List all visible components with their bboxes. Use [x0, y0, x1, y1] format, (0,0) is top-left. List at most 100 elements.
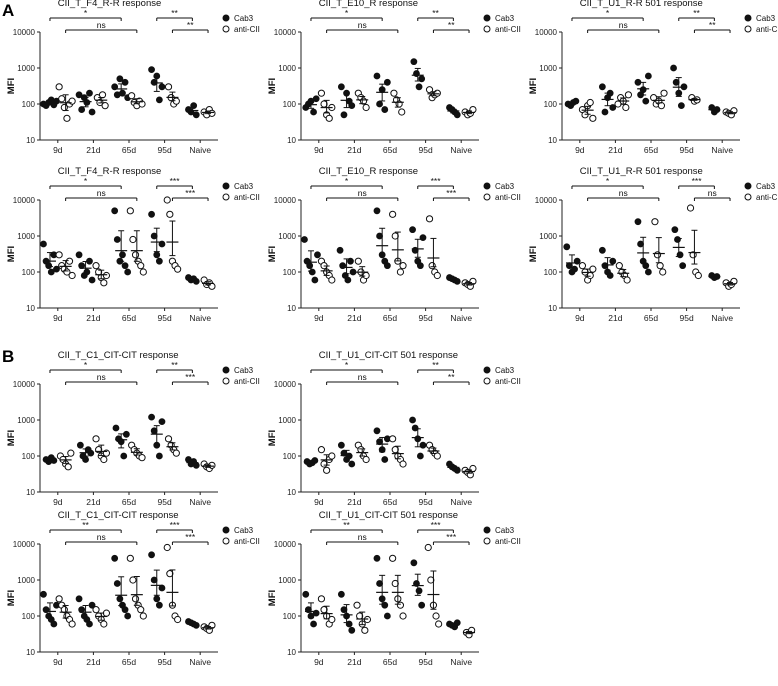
data-point-anti-cii	[357, 446, 365, 454]
data-point-anti-cii	[100, 279, 108, 287]
significance-label: **	[187, 20, 194, 30]
data-point-cab3	[670, 64, 677, 72]
x-tick-label: Naive	[450, 145, 472, 155]
chart-panel-7: CII_T_C1_CIT-CIT response MFI 10 100 1000 100…	[6, 350, 260, 507]
data-point-cab3	[155, 257, 163, 265]
x-tick-label: 65d	[122, 145, 136, 155]
significance-label: ***	[446, 188, 457, 198]
x-tick-label: 95d	[158, 313, 172, 323]
data-point-cab3	[373, 554, 381, 562]
data-point-cab3	[302, 590, 310, 598]
data-point-anti-cii	[361, 626, 369, 634]
x-tick-label: 95d	[158, 145, 172, 155]
data-point-anti-cii	[102, 271, 111, 280]
data-point-cab3	[310, 108, 317, 116]
data-point-cab3	[344, 276, 352, 284]
significance-label: *	[345, 176, 349, 186]
data-point-cab3	[78, 106, 86, 113]
data-point-anti-cii	[164, 435, 173, 443]
data-point-anti-cii	[399, 460, 407, 468]
legend-label: Cab3	[495, 14, 515, 23]
data-point-anti-cii	[323, 466, 331, 474]
data-point-cab3	[192, 461, 200, 469]
data-point-cab3	[312, 95, 320, 103]
data-point-anti-cii	[396, 601, 405, 609]
chart-title: CII_T_C1_CIT-CIT response	[58, 510, 179, 521]
data-point-cab3	[86, 620, 93, 628]
legend-marker-cab3	[483, 526, 491, 534]
legend-label: anti-CII	[495, 193, 521, 202]
significance-label: ***	[692, 176, 703, 186]
chart-panel-5: CII_T_E10_R response MFI 10 100 1000 10000 9d 2…	[267, 166, 521, 323]
data-point-anti-cii	[589, 114, 597, 122]
data-point-anti-cii	[100, 455, 108, 464]
data-point-anti-cii	[362, 455, 370, 464]
data-point-cab3	[563, 243, 571, 251]
data-point-anti-cii	[55, 251, 63, 259]
data-point-anti-cii	[581, 111, 589, 119]
data-point-cab3	[148, 66, 155, 74]
data-point-cab3	[410, 58, 418, 66]
data-point-cab3	[111, 83, 119, 91]
significance-label: ns	[708, 188, 717, 198]
data-point-anti-cii	[126, 207, 134, 215]
data-point-anti-cii	[58, 95, 66, 103]
data-point-anti-cii	[656, 262, 664, 270]
legend-marker-cab3	[222, 526, 230, 534]
data-point-anti-cii	[398, 108, 406, 116]
data-point-cab3	[348, 626, 356, 634]
data-point-anti-cii	[686, 204, 695, 212]
significance-label: **	[448, 20, 455, 30]
significance-label: **	[448, 372, 455, 382]
legend-marker-cab3	[483, 366, 491, 374]
data-point-cab3	[314, 251, 321, 259]
significance-label: **	[171, 8, 178, 18]
x-tick-label: Naive	[450, 313, 472, 323]
data-point-anti-cii	[164, 83, 173, 91]
x-tick-label: Naive	[189, 657, 211, 667]
y-tick-label: 100	[283, 452, 297, 461]
significance-label: *	[606, 176, 610, 186]
data-point-cab3	[411, 424, 419, 432]
data-point-anti-cii	[317, 595, 326, 603]
data-point-cab3	[124, 612, 132, 620]
data-point-cab3	[150, 78, 158, 86]
significance-label: ***	[185, 188, 196, 198]
data-point-cab3	[415, 587, 423, 595]
data-point-anti-cii	[624, 91, 633, 99]
data-point-cab3	[383, 262, 391, 270]
data-point-cab3	[82, 456, 89, 463]
data-point-cab3	[308, 268, 316, 276]
chart-title: CII_T_F4_R-R response	[58, 0, 161, 9]
legend-label: Cab3	[234, 182, 254, 191]
significance-label: ns	[358, 20, 367, 30]
data-point-cab3	[50, 620, 58, 628]
data-point-cab3	[381, 106, 389, 113]
data-point-cab3	[340, 111, 348, 119]
data-point-cab3	[383, 612, 391, 620]
y-axis-label: MFI	[6, 78, 17, 94]
data-point-anti-cii	[92, 606, 100, 614]
data-point-cab3	[410, 559, 418, 567]
y-axis-label: MFI	[6, 246, 17, 262]
data-point-anti-cii	[139, 268, 147, 276]
data-point-anti-cii	[389, 435, 397, 443]
x-tick-label: Naive	[450, 497, 472, 507]
data-point-cab3	[155, 601, 163, 609]
x-tick-label: 21d	[86, 657, 100, 667]
data-point-anti-cii	[100, 620, 108, 628]
y-tick-label: 10	[26, 304, 35, 313]
x-tick-label: 65d	[383, 497, 397, 507]
data-point-cab3	[40, 590, 47, 598]
y-tick-label: 1000	[17, 576, 35, 585]
data-point-cab3	[376, 100, 383, 108]
significance-label: ***	[185, 372, 196, 382]
legend-marker-cab3	[483, 14, 491, 22]
data-point-anti-cii	[55, 83, 63, 91]
chart-title: CII_T_U1_R-R 501 response	[580, 166, 703, 177]
legend-marker-cab3	[222, 366, 230, 374]
significance-label: **	[693, 8, 700, 18]
data-point-anti-cii	[615, 262, 623, 270]
significance-label: *	[606, 8, 610, 18]
y-tick-label: 100	[283, 100, 297, 109]
